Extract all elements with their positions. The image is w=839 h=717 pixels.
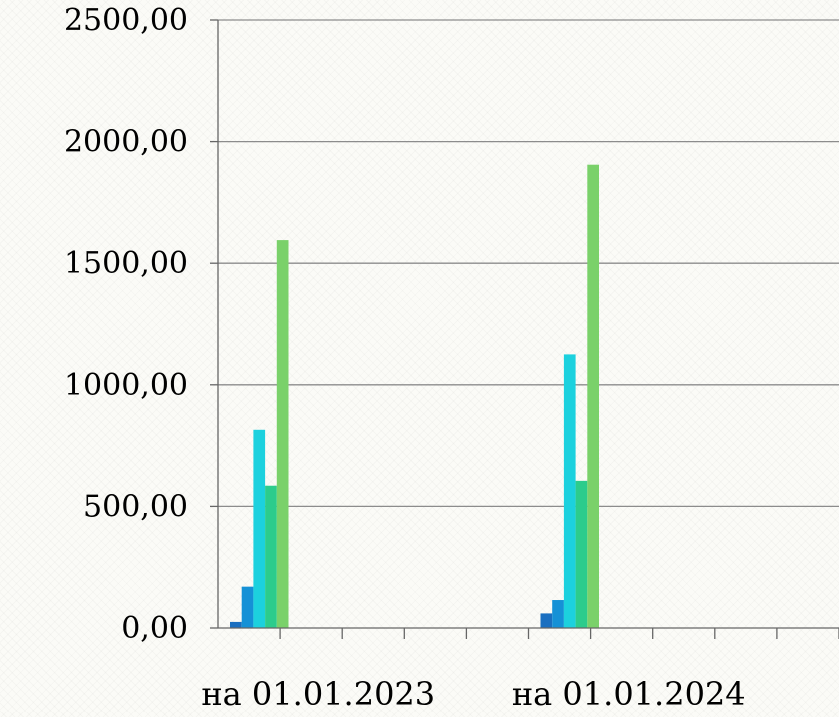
x-tick-label: на 01.01.2024 [512,675,746,712]
y-tick-label: 2500,00 [64,3,188,38]
y-tick-label: 2000,00 [64,125,188,160]
bar [587,164,599,629]
bar [552,600,564,628]
bar [575,480,588,628]
bar [540,613,553,628]
bar [563,354,576,628]
y-tick-label: 1000,00 [64,368,188,403]
bar [253,429,266,628]
grid-lines [218,19,839,508]
bars [230,164,599,629]
tick-labels: 0,00 500,00 1000,00 1500,00 2000,00 2500,00 на… [64,3,746,713]
y-tick-label: 1500,00 [64,246,188,281]
axes [210,19,839,639]
y-tick-label: 500,00 [83,489,188,524]
bar [276,240,289,628]
y-tick-label: 0,00 [121,611,188,646]
x-tick-label: на 01.01.2023 [201,675,435,712]
bar [230,621,242,628]
bar [241,586,254,628]
bar [265,485,277,628]
